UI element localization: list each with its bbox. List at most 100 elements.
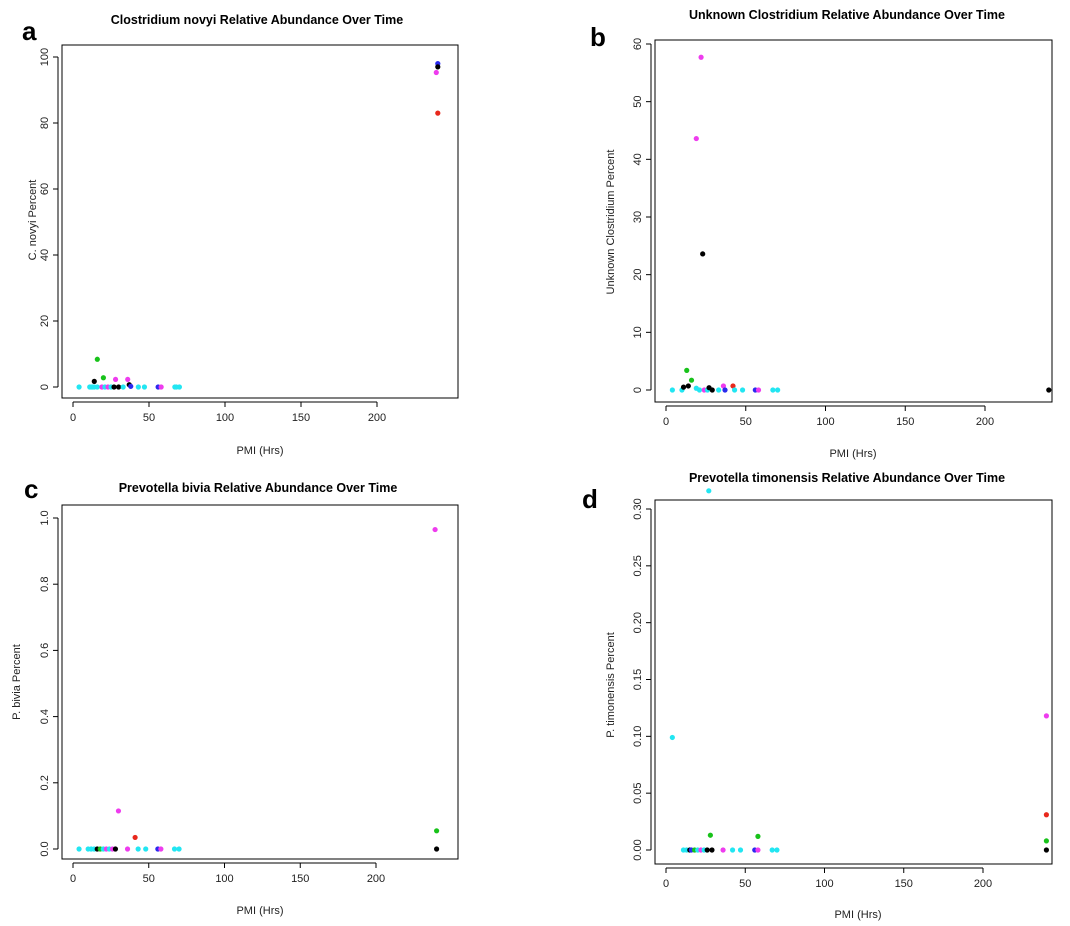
- data-point: [722, 387, 728, 393]
- data-point: [693, 135, 699, 142]
- data-point: [143, 846, 149, 852]
- x-tick-label: 0: [663, 416, 669, 428]
- data-point: [433, 69, 439, 76]
- y-tick-label: 20: [632, 269, 644, 281]
- data-point: [432, 526, 438, 533]
- data-point: [171, 846, 178, 852]
- data-point: [1043, 812, 1049, 818]
- data-point: [111, 384, 117, 390]
- y-tick-label: 0.15: [632, 669, 644, 690]
- data-point: [141, 384, 148, 390]
- y-tick-label: 0.05: [632, 782, 644, 803]
- data-point: [116, 384, 122, 390]
- y-axis-label: C. novyi Percent: [27, 180, 39, 261]
- plot-area: [61, 504, 459, 860]
- y-axis-label: P. bivia Percent: [11, 644, 23, 720]
- y-tick-label: 0.30: [632, 498, 644, 519]
- data-point: [684, 367, 690, 373]
- panel-letter: a: [22, 16, 37, 46]
- data-point: [435, 64, 441, 70]
- y-axis-label: Unknown Clostridium Percent: [605, 150, 617, 295]
- data-points: [669, 488, 1049, 853]
- panel-d: d Prevotella timonensis Relative Abundan…: [582, 471, 1053, 921]
- y-tick-label: 60: [39, 183, 51, 195]
- x-axis: 0 50 100 150 200: [70, 401, 386, 424]
- x-tick-label: 200: [367, 873, 385, 885]
- data-points: [76, 61, 441, 390]
- x-tick-label: 0: [70, 873, 76, 885]
- y-tick-label: 40: [39, 249, 51, 261]
- y-axis: 0.00 0.05 0.10 0.15 0.20 0.25 0.30: [632, 498, 652, 861]
- data-point: [770, 387, 776, 393]
- data-point: [1043, 838, 1049, 844]
- data-point: [707, 832, 713, 838]
- data-point: [698, 54, 704, 60]
- x-tick-label: 100: [816, 416, 834, 428]
- y-tick-label: 0: [632, 387, 644, 393]
- panel-c: c Prevotella bivia Relative Abundance Ov…: [11, 474, 459, 917]
- data-point: [709, 847, 715, 853]
- y-tick-label: 80: [39, 117, 51, 129]
- panel-a: a Clostridium novyi Relative Abundance O…: [22, 13, 459, 457]
- data-point: [76, 846, 82, 852]
- x-tick-label: 200: [974, 878, 992, 890]
- data-point: [158, 384, 164, 390]
- plot-area: [61, 44, 459, 399]
- y-axis-label: P. timonensis Percent: [605, 632, 617, 738]
- x-tick-label: 150: [896, 416, 914, 428]
- x-tick-label: 100: [216, 412, 234, 424]
- data-point: [1043, 847, 1049, 853]
- x-tick-label: 50: [143, 873, 155, 885]
- panel-letter: c: [24, 474, 38, 504]
- data-point: [100, 375, 106, 381]
- data-point: [729, 847, 736, 853]
- data-point: [716, 387, 722, 393]
- data-point: [112, 376, 119, 383]
- y-tick-label: 0.6: [39, 643, 51, 658]
- x-axis-label: PMI (Hrs): [829, 448, 876, 460]
- data-point: [112, 846, 119, 852]
- data-point: [730, 383, 736, 389]
- y-tick-label: 0.00: [632, 839, 644, 860]
- y-tick-label: 0.20: [632, 612, 644, 633]
- data-point: [135, 846, 141, 852]
- plot-title: Prevotella timonensis Relative Abundance…: [689, 471, 1005, 485]
- panel-letter: d: [582, 484, 598, 514]
- y-tick-label: 10: [632, 326, 644, 338]
- x-tick-label: 50: [143, 412, 155, 424]
- data-point: [774, 847, 780, 853]
- x-axis-label: PMI (Hrs): [834, 909, 881, 921]
- data-point: [76, 384, 82, 390]
- x-tick-label: 200: [368, 412, 386, 424]
- x-tick-label: 100: [815, 878, 833, 890]
- data-point: [94, 384, 100, 390]
- data-point: [91, 378, 97, 384]
- data-point: [128, 383, 134, 389]
- data-point: [755, 847, 761, 853]
- data-point: [669, 387, 675, 393]
- y-tick-label: 50: [632, 96, 644, 108]
- x-tick-label: 0: [663, 878, 669, 890]
- y-tick-label: 0: [39, 384, 51, 390]
- x-axis-label: PMI (Hrs): [236, 905, 283, 917]
- data-point: [696, 387, 703, 393]
- data-point: [669, 734, 675, 741]
- y-tick-label: 1.0: [39, 510, 51, 525]
- plot-title: Clostridium novyi Relative Abundance Ove…: [111, 13, 403, 27]
- data-point: [680, 384, 687, 390]
- data-point: [125, 376, 131, 383]
- data-point: [434, 828, 440, 834]
- panel-b: b Unknown Clostridium Relative Abundance…: [590, 8, 1053, 460]
- data-point: [700, 251, 706, 257]
- data-point: [755, 387, 762, 393]
- data-point: [685, 383, 691, 389]
- data-point: [124, 846, 131, 852]
- y-tick-label: 60: [632, 38, 644, 50]
- data-point: [737, 847, 744, 853]
- y-tick-label: 100: [39, 48, 51, 66]
- x-tick-label: 0: [70, 412, 76, 424]
- data-point: [1046, 387, 1052, 393]
- data-points: [669, 54, 1052, 393]
- data-point: [704, 847, 710, 853]
